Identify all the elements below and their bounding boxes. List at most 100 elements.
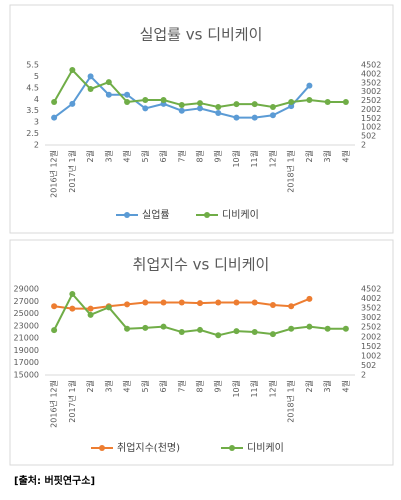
x-tick-label: 12월: [267, 380, 277, 398]
y2-tick-label: 2002: [361, 105, 381, 114]
data-point: [288, 99, 295, 106]
x-tick-label: 2월: [85, 150, 95, 162]
x-tick-label: 2017년 1월: [67, 380, 77, 423]
data-point: [342, 325, 349, 332]
y-tick-label: 27000: [14, 297, 39, 306]
y2-tick-label: 2: [361, 141, 366, 150]
x-tick-label: 2월: [85, 380, 95, 392]
data-point: [160, 97, 167, 104]
data-point: [306, 323, 313, 330]
y-tick-label: 15000: [14, 371, 39, 380]
y2-tick-label: 2502: [361, 96, 381, 105]
y-tick-label: 2.5: [26, 129, 39, 138]
data-point: [306, 295, 313, 302]
y2-tick-label: 2002: [361, 332, 381, 341]
y-tick-label: 21000: [14, 334, 39, 343]
data-point: [69, 67, 76, 74]
data-point: [251, 101, 258, 108]
data-point: [251, 329, 258, 336]
data-point: [87, 311, 94, 318]
data-point: [178, 102, 185, 109]
legend-marker: [204, 212, 210, 218]
data-point: [288, 325, 295, 332]
x-tick-label: 2018년 1월: [286, 150, 296, 193]
x-tick-label: 3월: [322, 150, 332, 162]
data-point: [69, 305, 76, 312]
y2-tick-label: 2502: [361, 323, 381, 332]
data-point: [160, 299, 167, 306]
data-point: [233, 114, 240, 121]
y-tick-label: 23000: [14, 321, 39, 330]
data-point: [233, 328, 240, 335]
data-point: [324, 99, 331, 106]
y2-tick-label: 3502: [361, 304, 381, 313]
data-point: [251, 114, 258, 121]
data-point: [197, 326, 203, 333]
data-point: [87, 73, 94, 80]
legend-marker: [99, 445, 105, 451]
x-tick-label: 2018년 1월: [286, 380, 296, 423]
data-point: [124, 91, 131, 98]
y2-tick-label: 4002: [361, 69, 381, 78]
data-point: [306, 82, 313, 89]
data-point: [142, 324, 149, 331]
y2-tick-label: 1502: [361, 342, 381, 351]
data-point: [51, 303, 58, 310]
legend-marker: [229, 445, 235, 451]
y2-tick-label: 502: [361, 132, 376, 141]
data-point: [197, 105, 203, 112]
x-tick-label: 6월: [158, 150, 168, 162]
x-tick-label: 12월: [267, 150, 277, 168]
data-point: [51, 99, 58, 106]
y2-tick-label: 3002: [361, 313, 381, 322]
y2-tick-label: 1002: [361, 351, 381, 360]
x-tick-label: 3월: [103, 150, 113, 162]
legend-label: 디비케이: [222, 209, 259, 221]
chart-frame: [9, 239, 394, 466]
data-point: [215, 332, 222, 339]
y2-tick-label: 4502: [361, 285, 381, 294]
x-tick-label: 9월: [213, 380, 223, 392]
x-tick-label: 4월: [122, 150, 132, 162]
data-point: [197, 300, 203, 307]
y-tick-label: 17000: [14, 358, 39, 367]
x-tick-label: 2016년 12월: [49, 380, 59, 428]
y2-tick-label: 502: [361, 361, 376, 370]
x-tick-label: 11월: [249, 150, 259, 168]
x-tick-label: 2월: [304, 150, 314, 162]
data-point: [69, 291, 76, 298]
legend-label: 실업률: [142, 208, 170, 221]
x-tick-label: 4월: [122, 380, 132, 392]
data-point: [87, 305, 94, 312]
source: [출처: 버핏연구소]: [14, 474, 95, 487]
x-tick-label: 7월: [176, 150, 186, 162]
x-tick-label: 2016년 12월: [49, 150, 59, 198]
legend-marker: [124, 212, 130, 218]
x-tick-label: 3월: [322, 380, 332, 392]
y-tick-label: 3: [34, 118, 39, 127]
y2-tick-label: 1502: [361, 114, 381, 123]
chart-title: 취업지수 vs 디비케이: [133, 256, 270, 274]
y-tick-label: 4.5: [26, 83, 39, 92]
x-tick-label: 3월: [103, 380, 113, 392]
data-point: [142, 97, 149, 104]
x-tick-label: 8월: [195, 150, 205, 162]
data-point: [197, 100, 203, 107]
data-point: [160, 323, 167, 330]
y2-tick-label: 2: [361, 371, 366, 380]
x-tick-label: 4월: [340, 150, 350, 162]
data-point: [124, 301, 131, 308]
x-tick-label: 7월: [176, 380, 186, 392]
data-point: [288, 303, 295, 310]
x-tick-label: 9월: [213, 150, 223, 162]
data-point: [306, 97, 313, 104]
data-point: [324, 325, 331, 332]
x-tick-label: 8월: [195, 380, 205, 392]
data-point: [178, 329, 185, 336]
legend-label: 디비케이: [247, 442, 284, 454]
data-point: [178, 107, 185, 114]
data-point: [69, 100, 76, 107]
data-point: [142, 105, 149, 112]
data-point: [251, 299, 258, 306]
x-tick-label: 10월: [231, 150, 241, 168]
